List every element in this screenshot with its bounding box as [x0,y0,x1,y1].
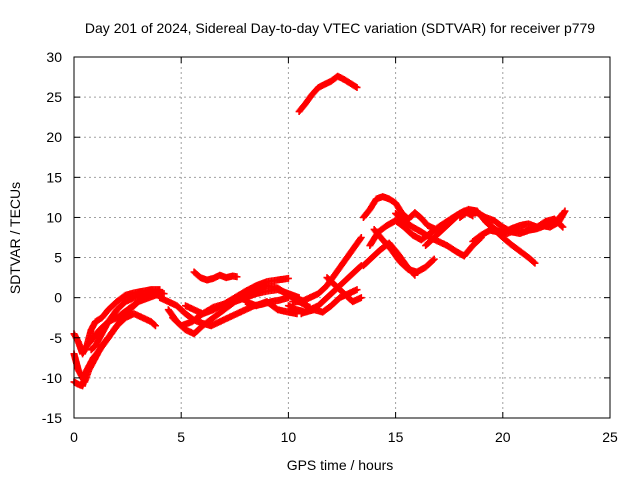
data-point [160,290,168,298]
data-point [357,234,365,241]
data-point [531,259,539,267]
x-tick-label: 25 [602,429,618,445]
data-point [429,256,437,264]
data-point [558,222,566,230]
data-point [150,321,158,329]
tick-layer: 0 5 10 15 20 25 -15 -10 -5 0 5 10 15 20 25 30 [42,49,618,445]
data-point [151,322,159,330]
y-tick-label: -15 [42,410,62,426]
series-track-m [289,234,365,306]
chart-title: Day 201 of 2024, Sidereal Day-to-day VTE… [85,20,595,36]
data-layer [70,72,569,390]
x-tick-label: 0 [70,429,78,445]
x-tick-label: 20 [495,429,511,445]
y-tick-label: 5 [54,250,62,266]
data-point [411,271,419,279]
x-tick-label: 10 [281,429,297,445]
y-tick-label: 20 [46,129,62,145]
series-track-j [190,268,241,284]
y-tick-label: 15 [46,169,62,185]
data-point [561,207,569,215]
x-tick-label: 5 [177,429,185,445]
data-point [357,294,365,302]
data-point [356,263,364,271]
y-tick-label: 30 [46,49,62,65]
data-point [353,286,361,294]
data-point [530,258,538,266]
data-point [356,235,364,243]
series-track-p [295,72,361,116]
y-axis-label: SDTVAR / TECUs [7,182,23,294]
plot-frame [73,56,611,419]
y-tick-label: 10 [46,209,62,225]
series-track-t [359,239,419,279]
series-track-e [87,289,168,354]
y-tick-label: -5 [50,330,63,346]
y-tick-label: 25 [46,89,62,105]
data-point [233,273,241,281]
x-tick-label: 15 [388,429,404,445]
series-track-i [181,274,292,318]
data-point [284,274,292,282]
data-point [352,83,360,91]
data-point [430,255,438,263]
series-track-o [323,274,365,306]
data-point [410,270,418,278]
data-point [559,223,567,231]
series-track-y [469,207,569,246]
x-axis-label: GPS time / hours [287,457,394,473]
y-tick-label: 0 [54,290,62,306]
series-track-c [70,310,159,390]
series-track-k [242,298,301,318]
y-tick-label: -10 [42,370,62,386]
data-point [353,83,361,91]
grid-layer [74,57,610,418]
